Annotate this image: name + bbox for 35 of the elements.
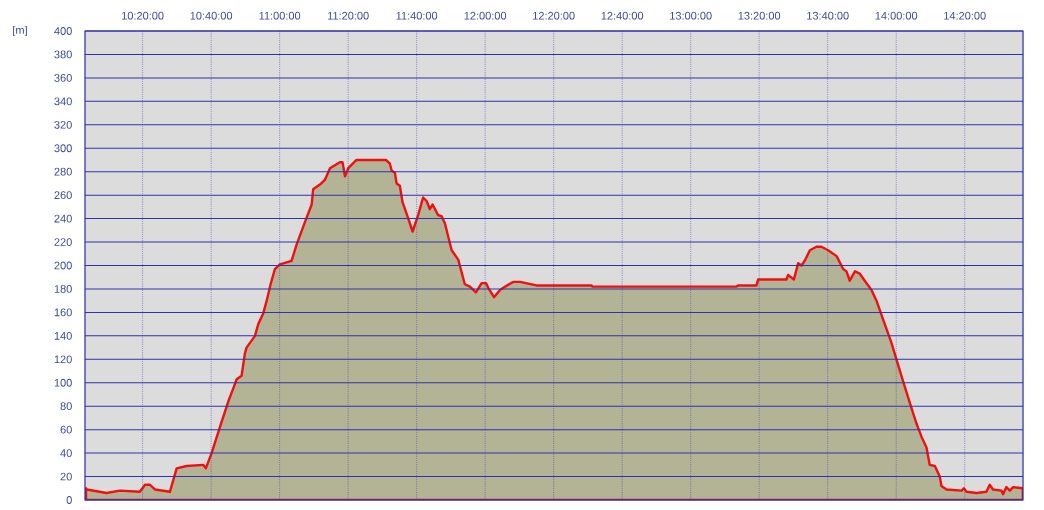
y-tick-label: 400 xyxy=(54,27,72,35)
y-tick-label: 100 xyxy=(54,378,72,387)
y-tick-label: 260 xyxy=(54,191,72,200)
y-tick-label: 40 xyxy=(60,449,72,457)
y-tick-label: 140 xyxy=(54,331,72,340)
y-tick-label: 340 xyxy=(54,97,72,106)
y-tick-label: 280 xyxy=(54,167,72,176)
x-tick-label: 10:40:00 xyxy=(190,11,233,20)
x-tick-label: 14:00:00 xyxy=(875,11,918,20)
y-axis-title: [m] xyxy=(13,25,27,37)
y-tick-label: 60 xyxy=(60,425,72,434)
y-tick-label: 300 xyxy=(54,144,72,153)
y-tick-label: 20 xyxy=(60,472,72,481)
x-tick-label: 12:20:00 xyxy=(533,11,575,20)
y-tick-label: 360 xyxy=(54,74,72,82)
x-tick-label: 12:00:00 xyxy=(464,11,507,20)
x-tick-label: 11:40:00 xyxy=(396,11,438,20)
y-tick-label: 200 xyxy=(54,261,72,270)
y-tick-label: 120 xyxy=(54,355,72,364)
x-tick-label: 13:00:00 xyxy=(670,11,712,20)
x-tick-label: 14:20:00 xyxy=(944,11,986,20)
x-tick-label: 11:00:00 xyxy=(259,11,301,20)
y-tick-label: 80 xyxy=(60,402,72,411)
x-tick-label: 10:20:00 xyxy=(122,11,164,20)
y-tick-label: 160 xyxy=(54,308,72,317)
x-tick-label: 12:40:00 xyxy=(601,11,644,20)
x-tick-label: 13:20:00 xyxy=(738,11,781,20)
x-tick-label: 11:20:00 xyxy=(327,11,369,20)
y-tick-label: 320 xyxy=(54,120,72,129)
y-tick-label: 180 xyxy=(54,285,72,293)
y-tick-label: 0 xyxy=(66,496,72,504)
y-tick-label: 240 xyxy=(54,214,72,223)
y-tick-label: 220 xyxy=(54,238,72,246)
x-tick-label: 13:40:00 xyxy=(807,11,849,20)
y-tick-label: 380 xyxy=(54,50,72,59)
